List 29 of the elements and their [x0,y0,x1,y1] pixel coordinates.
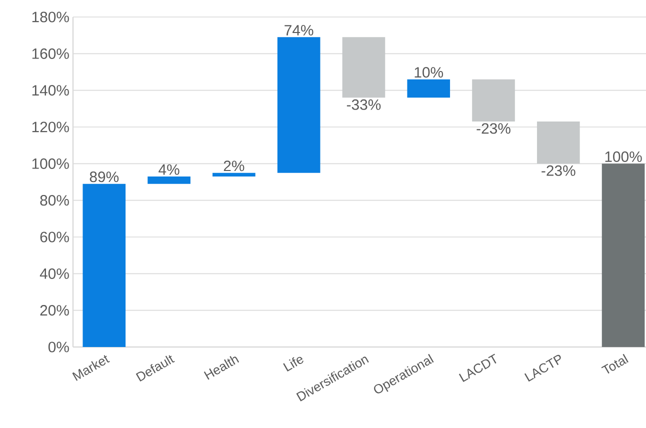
bar [407,79,450,98]
x-tick-label: Total [601,354,628,374]
y-tick-label: 20% [40,305,69,316]
y-tick-label: 100% [32,158,69,169]
bar [472,79,515,122]
data-label: -23% [476,123,510,134]
data-label: -33% [346,99,381,110]
data-label: 4% [158,164,180,175]
y-tick-label: 180% [32,12,69,22]
bar [602,164,645,347]
bar [342,37,386,98]
data-label: 100% [605,151,642,162]
data-label: 10% [414,67,444,78]
y-tick-label: 60% [40,232,69,242]
bar [277,37,320,173]
data-label: 89% [90,172,119,182]
bar [212,172,256,176]
y-tick-label: 80% [40,195,69,206]
data-label: 74% [284,25,314,36]
y-tick-label: 160% [32,48,69,59]
y-tick-label: 40% [40,268,69,279]
bar [536,121,580,164]
y-tick-label: 140% [32,85,69,96]
y-tick-label: 120% [32,122,69,132]
y-tick-label: 0% [48,342,69,352]
bar [82,184,126,347]
data-label: -23% [542,165,576,176]
data-label: 2% [224,160,244,172]
bar [148,176,190,184]
